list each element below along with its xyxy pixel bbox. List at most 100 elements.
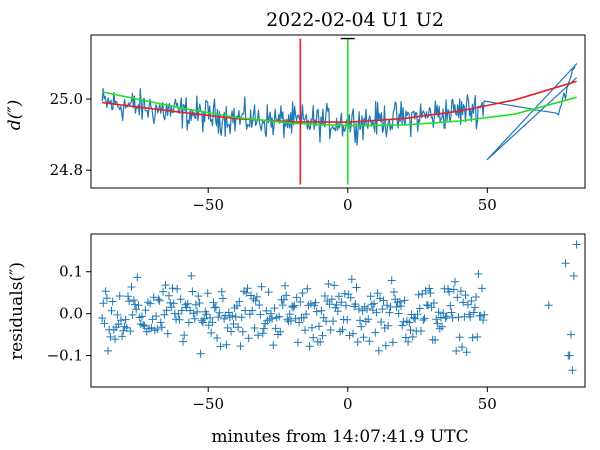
residual-point (311, 298, 320, 307)
residual-point (242, 288, 251, 297)
residual-point (161, 281, 170, 290)
residual-point (291, 314, 300, 323)
residual-point (449, 285, 458, 294)
residual-point (397, 302, 406, 311)
residual-point (474, 269, 483, 278)
residual-point (441, 314, 450, 323)
residual-point (366, 292, 375, 301)
residual-point (179, 337, 187, 346)
red-fit-curve (102, 80, 577, 124)
residual-point (305, 342, 314, 351)
residual-point (384, 321, 393, 330)
residual-point (162, 306, 171, 315)
residual-point (193, 307, 202, 316)
residual-point (419, 316, 428, 324)
residual-point (165, 291, 173, 300)
residual-point (202, 310, 211, 319)
residual-point (326, 326, 335, 334)
residual-point (159, 287, 168, 296)
residual-point (168, 284, 177, 293)
residual-point (466, 312, 475, 321)
residual-point (121, 315, 130, 324)
residual-point (155, 296, 164, 305)
residual-point (415, 304, 424, 313)
residual-point (387, 276, 396, 285)
residual-point (377, 318, 386, 326)
residual-point (376, 294, 384, 303)
top-axis-ticks: −50 0 50 24.8 25.0 (50, 90, 497, 214)
residual-point (131, 300, 139, 309)
residual-point (349, 329, 357, 338)
residual-point (283, 315, 292, 324)
residual-point (418, 289, 427, 298)
residual-point (346, 293, 355, 302)
residual-point (325, 300, 334, 309)
residual-point (278, 301, 287, 310)
residual-point (357, 322, 366, 331)
residual-point (420, 314, 429, 323)
residual-point (200, 314, 209, 323)
top-x-tick-label: 0 (343, 196, 353, 214)
residual-point (183, 299, 192, 308)
residual-point (392, 303, 401, 311)
residual-point (163, 329, 172, 338)
bottom-y-tick-label: 0.0 (59, 305, 83, 323)
residual-point (318, 331, 327, 340)
residual-point (248, 306, 257, 315)
residual-point (316, 337, 325, 346)
residual-point (306, 299, 315, 308)
residual-point (257, 282, 266, 291)
residual-point (572, 240, 581, 249)
residual-point (473, 332, 482, 341)
residual-point (567, 330, 575, 339)
residual-point (303, 284, 312, 293)
residual-point (173, 284, 182, 293)
residual-point (267, 309, 275, 318)
residual-point (187, 271, 196, 280)
top-x-tick-label: 50 (478, 196, 497, 214)
residual-point (169, 299, 178, 308)
residual-point (334, 292, 343, 301)
residual-point (134, 301, 143, 310)
residual-point (214, 313, 223, 322)
residual-point (233, 301, 241, 310)
residual-point (438, 322, 447, 331)
residual-point (434, 308, 443, 317)
figure-title: 2022-02-04 U1 U2 (266, 9, 444, 31)
residual-point (255, 301, 264, 309)
residual-point (353, 338, 362, 346)
residual-point (220, 314, 229, 323)
residual-point (317, 306, 326, 315)
residual-point (424, 301, 432, 310)
residual-point (228, 311, 237, 320)
residual-point (190, 314, 199, 323)
residual-point (470, 303, 479, 312)
residual-point (174, 309, 183, 318)
residual-point (216, 342, 225, 351)
residual-point (373, 289, 382, 298)
residual-point (400, 296, 409, 305)
x-axis-label: minutes from 14:07:41.9 UTC (211, 427, 468, 447)
residual-point (432, 315, 441, 324)
bottom-y-tick-label: 0.1 (59, 263, 83, 281)
residual-point (243, 284, 252, 293)
residual-point (436, 313, 445, 322)
residual-point (281, 281, 289, 290)
residual-point (354, 305, 363, 313)
bottom-axes-frame (90, 233, 586, 388)
residual-point (398, 321, 407, 330)
residual-point (347, 275, 356, 284)
top-y-tick-label: 24.8 (50, 161, 83, 179)
residual-point (478, 284, 486, 293)
residual-point (343, 315, 352, 324)
residual-point (279, 295, 288, 304)
residual-point (153, 325, 162, 333)
residual-point (431, 336, 440, 344)
residual-point (98, 314, 107, 322)
residual-point (275, 312, 284, 321)
residual-point (451, 277, 459, 286)
residual-point (544, 301, 553, 310)
residual-point (462, 348, 471, 357)
residual-point (467, 297, 476, 305)
bottom-x-tick-label: 50 (478, 395, 497, 413)
